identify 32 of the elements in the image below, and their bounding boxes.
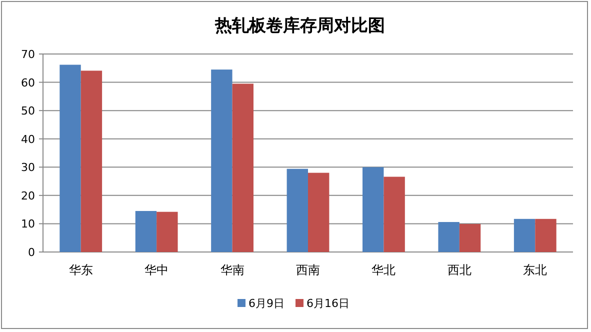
x-tick-label: 华北 [372,263,396,277]
bar [80,70,102,252]
bar [459,224,481,252]
legend-label: 6月9日 [248,297,284,310]
x-tick-label: 华南 [220,263,244,277]
y-tick-label: 50 [21,104,35,118]
y-tick-label: 20 [21,189,35,202]
y-tick-label: 0 [28,246,35,259]
x-tick-label: 华东 [68,263,93,277]
bar [135,210,157,252]
y-tick-label: 10 [21,218,35,231]
legend-label: 6月16日 [306,297,350,310]
bar [514,218,536,252]
x-tick-label: 西北 [447,263,472,277]
bar [60,64,81,252]
y-tick-label: 70 [21,48,35,61]
y-tick-label: 60 [21,76,35,90]
bar [384,176,405,252]
bar [438,222,460,252]
bar [232,84,254,252]
x-tick-label: 华中 [144,263,169,277]
x-tick-label: 东北 [523,263,548,277]
x-tick-label: 西南 [296,263,320,277]
chart-title: 热轧板卷库存周对比图 [214,16,385,36]
y-tick-label: 40 [21,132,35,146]
bar [535,218,556,252]
bar [211,70,232,252]
bar [286,168,308,252]
y-tick-label: 30 [21,161,35,174]
bar [156,212,178,252]
bar [308,172,330,252]
bar [362,167,384,252]
